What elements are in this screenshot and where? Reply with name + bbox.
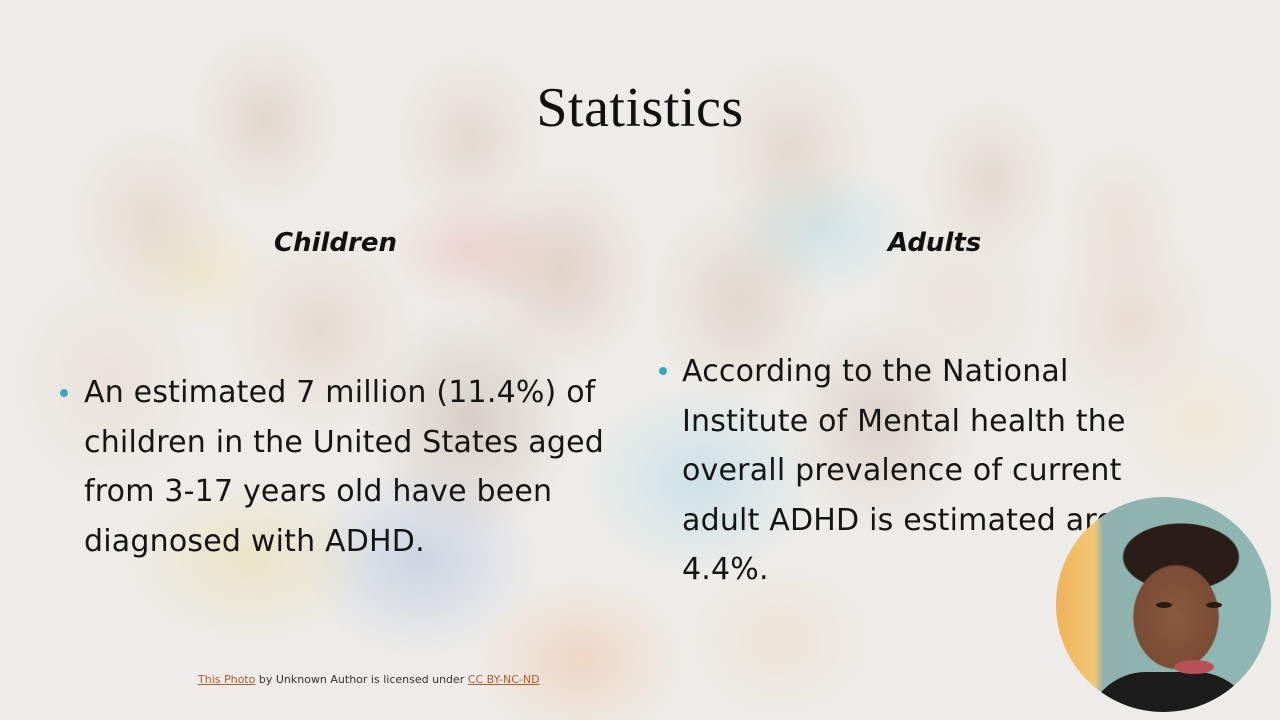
bullet-icon — [60, 389, 68, 397]
presenter-mouth — [1174, 660, 1214, 674]
presenter-eye — [1156, 602, 1172, 608]
presenter-shirt — [1086, 672, 1256, 712]
adults-statistic-text: According to the National Institute of M… — [682, 354, 1173, 587]
bullet-icon — [659, 367, 667, 375]
photo-credit-text: by Unknown Author is licensed under — [255, 673, 468, 686]
presenter-eye — [1206, 602, 1222, 608]
photo-credit: This Photo by Unknown Author is licensed… — [198, 673, 540, 686]
photo-source-link[interactable]: This Photo — [198, 673, 256, 686]
presenter-webcam-overlay — [1056, 497, 1271, 712]
adults-heading: Adults — [888, 228, 982, 258]
license-link[interactable]: CC BY-NC-ND — [467, 673, 540, 686]
slide-title: Statistics — [536, 77, 744, 139]
children-statistic-text: An estimated 7 million (11.4%) of childr… — [84, 375, 604, 559]
children-heading: Children — [274, 228, 397, 258]
